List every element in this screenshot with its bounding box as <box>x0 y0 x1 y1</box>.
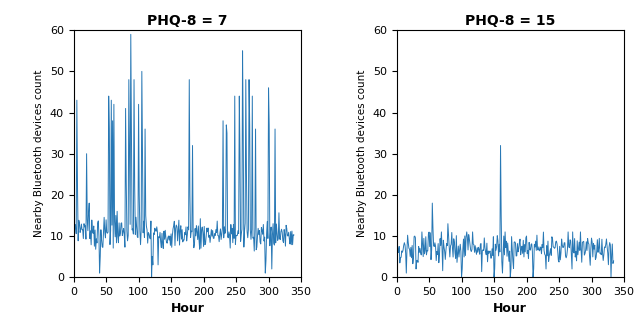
Title: PHQ-8 = 7: PHQ-8 = 7 <box>147 14 228 28</box>
Y-axis label: Nearby Bluetooth devices count: Nearby Bluetooth devices count <box>34 70 44 238</box>
Title: PHQ-8 = 15: PHQ-8 = 15 <box>465 14 556 28</box>
X-axis label: Hour: Hour <box>170 302 204 316</box>
Y-axis label: Nearby Bluetooth devices count: Nearby Bluetooth devices count <box>357 70 367 238</box>
X-axis label: Hour: Hour <box>493 302 527 316</box>
